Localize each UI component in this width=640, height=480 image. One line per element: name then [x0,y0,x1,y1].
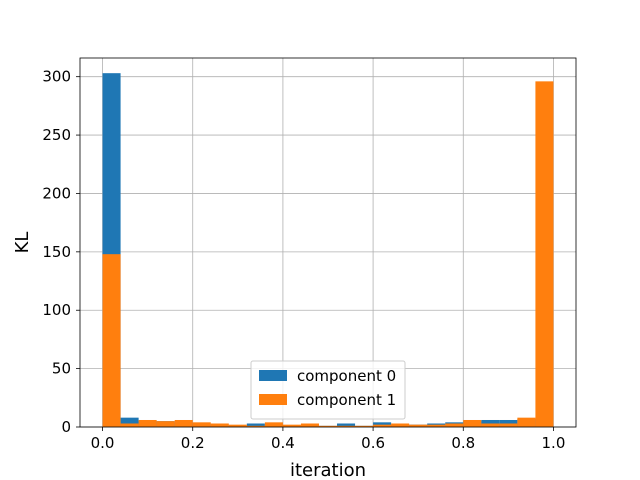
bar-component-1-bin-16 [391,423,410,427]
y-tick-label: 150 [42,243,71,261]
bar-component-1-bin-20 [463,419,482,427]
bar-component-1-bin-8 [246,425,265,427]
y-tick-label: 200 [42,184,71,202]
y-tick-label: 100 [42,301,71,319]
bar-component-0-bin-8 [246,423,265,427]
bar-component-1-bin-15 [373,424,392,427]
x-tick-label: 1.0 [542,434,566,452]
x-tick-label: 0.0 [91,434,115,452]
bar-component-1-bin-11 [300,423,319,427]
x-axis-label: iteration [290,460,366,480]
legend-box [250,360,406,420]
bar-component-1-bin-9 [264,422,283,427]
legend: component 0 component 1 [250,360,406,420]
axis-ticks: 0.0 0.2 0.4 0.6 0.8 1.0 0 50 100 150 200 250 300 [42,68,565,452]
bar-component-1-bin-24 [535,81,554,427]
histogram-bars [102,73,554,427]
bar-component-1-bin-12 [318,425,338,427]
bar-component-1-bin-4 [174,419,193,427]
bar-component-1-bin-1 [120,423,139,427]
legend-swatch-component-0 [259,370,287,381]
bar-component-1-bin-19 [445,423,464,427]
bar-component-1-bin-23 [517,417,536,427]
bar-component-1-bin-2 [138,419,157,427]
legend-label-component-1: component 1 [297,391,396,409]
bar-component-0-bin-1 [120,417,139,427]
y-tick-label: 250 [42,126,71,144]
x-tick-label: 0.4 [271,434,295,452]
y-tick-label: 0 [61,418,71,436]
bar-component-1-bin-5 [192,422,211,427]
legend-swatch-component-1 [259,394,287,405]
x-tick-label: 0.6 [361,434,385,452]
y-tick-label: 50 [52,360,71,378]
bar-component-1-bin-13 [337,425,356,427]
legend-label-component-0: component 0 [297,367,396,385]
bar-component-1-bin-18 [427,424,446,427]
bar-component-1-bin-22 [499,423,518,427]
x-tick-label: 0.2 [181,434,205,452]
y-tick-label: 300 [42,68,71,86]
bar-component-1-bin-17 [409,424,428,427]
plot-frame [79,57,577,428]
bar-component-0-bin-13 [337,423,356,427]
bar-component-1-bin-6 [210,423,229,427]
bar-component-1-bin-7 [228,424,247,427]
y-axis-label: KL [12,232,33,254]
bar-component-1-bin-21 [481,423,500,427]
bar-component-1-bin-14 [355,425,374,427]
x-tick-label: 0.8 [451,434,475,452]
bar-component-1-bin-3 [156,421,175,427]
bar-component-1-bin-10 [282,424,301,427]
bar-component-1-bin-0 [102,254,121,427]
